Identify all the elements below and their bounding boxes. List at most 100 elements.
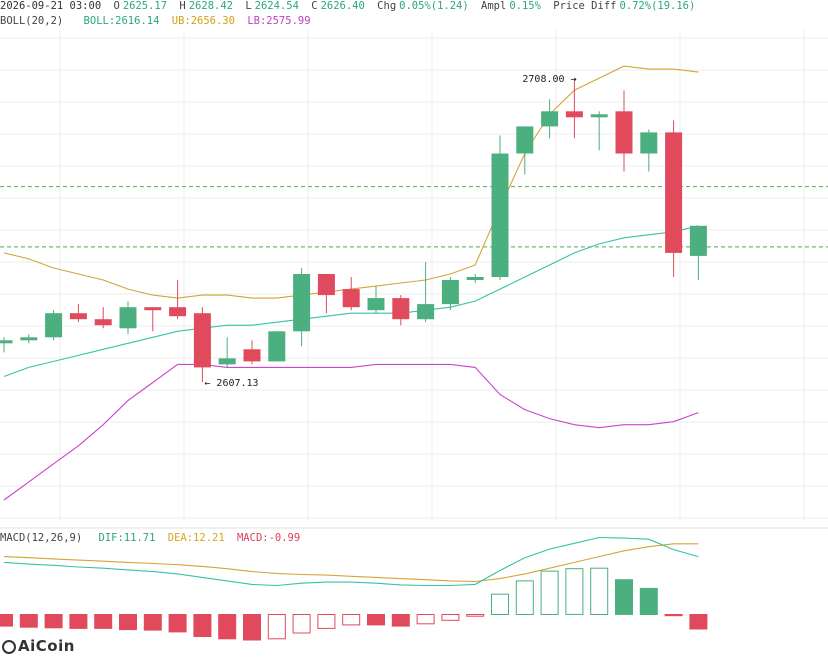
candle-body [491,153,509,277]
boll-lb-label: LB: [247,15,267,27]
macd-bar [689,614,708,630]
macd-bar [317,614,336,629]
macd-dea-label: DEA: [167,532,194,544]
candle-body [0,340,13,344]
boll-upper-line [3,65,699,299]
watermark-text: AiCoin [18,637,75,655]
candle-body [20,337,38,341]
boll-lb-readout: LB:2575.99 [247,15,310,27]
macd-dif-label: DIF: [98,532,124,544]
boll-title: BOLL(20,2) [0,15,64,27]
boll-header: BOLL(20,2) BOLL:2616.14 UB:2656.30 LB:25… [0,15,317,27]
macd-bar [193,614,212,637]
macd-bar [491,593,509,616]
header-open: O 2625.17 [113,0,167,12]
macd-bar [292,614,311,634]
candle [20,334,38,344]
low-value: 2624.54 [254,0,299,12]
pdiff-label: Price Diff [553,0,617,12]
macd-header: MACD(12,26,9) DIF:11.71 DEA:12.21 MACD:-… [0,532,306,544]
candle [317,274,335,314]
macd-bar [615,579,633,615]
boll-ub-readout: UB:2656.30 [172,15,235,27]
high-label: H [179,0,186,12]
chg-value: 0.05%(1.24) [399,0,469,12]
candle-body [218,358,236,365]
candle-body [615,111,633,154]
candle [441,277,459,311]
macd-hist-readout: MACD:-0.99 [237,532,300,544]
macd-bar [441,614,460,621]
high-value: 2628.42 [188,0,233,12]
boll-mid-line [3,225,699,378]
boll-lb-value: 2575.99 [266,15,311,27]
candle-body [268,331,286,362]
boll-mid-value: 2616.14 [115,15,160,27]
candle [69,304,87,323]
candle-body [640,132,658,154]
macd-bar [565,568,584,615]
header-ampl: Ampl 0.15% [481,0,541,12]
header-datetime: 2026-09-21 03:00 [0,0,102,12]
candles-layer[interactable] [0,78,707,383]
candle [193,307,211,383]
boll-ub-value: 2656.30 [190,15,235,27]
candle [541,99,559,139]
candle [640,129,658,172]
macd-bar [243,614,261,641]
candle [367,286,385,314]
header-high: H 2628.42 [179,0,233,12]
boll-mid-readout: BOLL:2616.14 [84,15,160,27]
candle [0,337,13,353]
candle-body [541,111,559,127]
macd-bar [119,614,137,631]
macd-bar [664,614,683,617]
candle [342,277,360,311]
macd-dif-readout: DIF:11.71 [99,532,156,544]
macd-bar [466,614,485,617]
candle [45,310,63,341]
macd-dif-value: 11.71 [123,532,156,544]
candle-body [45,313,63,338]
candle-body [516,126,534,154]
candle-body [590,114,608,118]
header-low: L 2624.54 [245,0,299,12]
grid-lines [0,30,828,529]
boll-ub-label: UB: [171,15,191,27]
candle [268,331,286,362]
candle [169,280,187,320]
boll-mid-label: BOLL: [83,15,116,27]
candle-body [94,319,112,326]
ohlc-header: 2026-09-21 03:00 O 2625.17 H 2628.42 L 2624… [0,0,701,12]
macd-bar [590,567,609,616]
macd-bar [540,570,559,615]
candle [466,274,484,284]
open-value: 2625.17 [122,0,168,12]
header-chg: Chg 0.05%(1.24) [377,0,469,12]
low-label: L [245,0,252,12]
chg-label: Chg [377,0,397,12]
macd-bar [367,614,385,626]
candle [218,337,236,368]
macd-bar [69,614,88,629]
candle-body [441,280,459,305]
macd-bar [168,614,187,633]
open-label: O [113,0,120,12]
candle [293,267,311,347]
macd-dea-value: 12.21 [193,532,225,544]
candle-body [69,313,87,320]
macd-bar [218,614,237,640]
candle-body [665,132,683,253]
candle [392,295,410,326]
dea-line [3,543,699,583]
candle [565,78,583,139]
boll-lower-line [3,363,699,501]
macd-bar [342,614,361,626]
close-value: 2626.40 [320,0,365,12]
candle-body [317,274,335,296]
candle-body [169,307,187,317]
price-annotations: 2708.00 → ← 2607.13 [204,74,576,389]
candle-body [144,307,162,311]
aicoin-watermark: AiCoin [2,637,75,655]
